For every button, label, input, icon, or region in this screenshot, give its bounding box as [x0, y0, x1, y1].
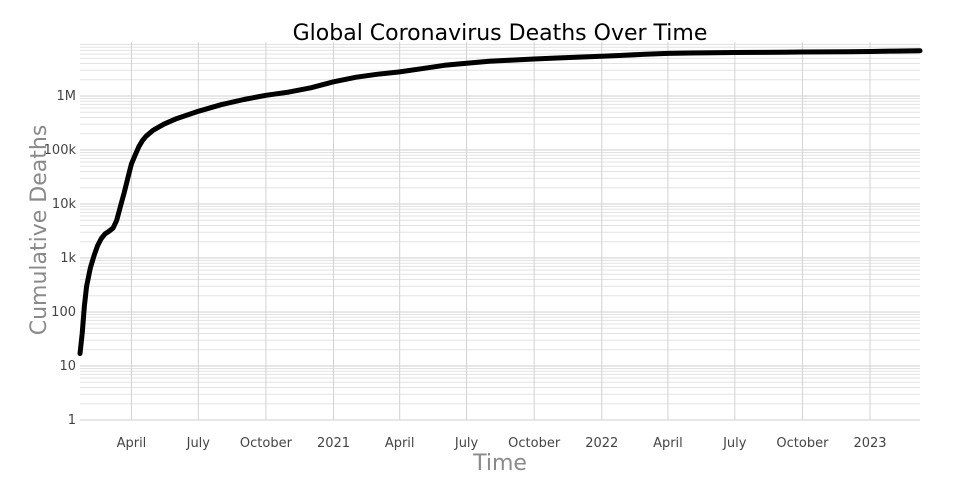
y-tick-label: 1M: [57, 89, 77, 104]
x-tick-label: July: [186, 436, 211, 451]
plot-area: [77, 48, 923, 357]
x-tick-label: 2022: [585, 436, 618, 451]
x-tick-label: July: [454, 436, 479, 451]
x-tick-label: October: [508, 436, 561, 451]
x-tick-label: April: [117, 436, 147, 451]
x-axis-ticks: April July October 2021 April July October 2022…: [117, 436, 887, 451]
grid: [80, 42, 920, 421]
y-axis-title: Cumulative Deaths: [27, 125, 52, 336]
x-tick-label: October: [240, 436, 293, 451]
x-tick-label: April: [653, 436, 683, 451]
series-line-cumulative-deaths: [77, 48, 923, 357]
y-tick-label: 1k: [60, 251, 76, 266]
x-tick-label: October: [776, 436, 829, 451]
y-tick-label: 100: [51, 305, 76, 320]
x-tick-label: April: [385, 436, 415, 451]
y-tick-label: 100k: [44, 143, 77, 158]
y-tick-label: 10k: [52, 197, 77, 212]
y-axis-ticks: 1 10 100 1k 10k 100k 1M: [44, 89, 77, 428]
x-tick-label: 2021: [317, 436, 350, 451]
x-tick-label: July: [722, 436, 747, 451]
chart-title: Global Coronavirus Deaths Over Time: [293, 21, 708, 46]
x-axis-title: Time: [472, 451, 527, 476]
y-tick-label: 1: [68, 413, 76, 428]
x-tick-label: 2023: [853, 436, 886, 451]
y-tick-label: 10: [59, 359, 76, 374]
